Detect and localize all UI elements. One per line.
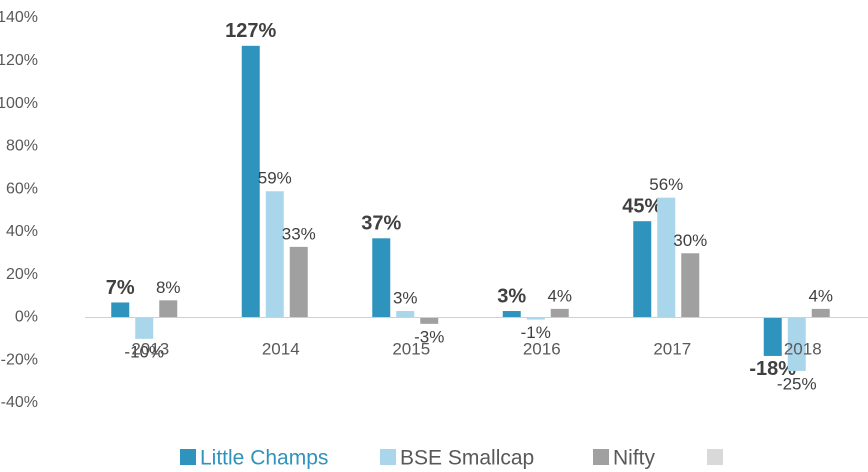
legend-swatch: [707, 449, 723, 465]
y-tick-label: 40%: [6, 223, 38, 240]
data-label: 7%: [106, 277, 135, 299]
y-tick-label: 120%: [0, 52, 38, 69]
legend-swatch: [593, 449, 609, 465]
data-label: 3%: [497, 285, 526, 307]
bar: [526, 317, 545, 320]
x-tick-label: 2017: [653, 339, 691, 358]
y-tick-label: -40%: [1, 394, 38, 411]
y-tick-label: 60%: [6, 180, 38, 197]
y-tick-label: 100%: [0, 95, 38, 112]
y-tick-label: 20%: [6, 266, 38, 283]
bar: [550, 308, 569, 318]
data-label: -1%: [521, 323, 551, 342]
data-label: 59%: [258, 169, 292, 188]
bar: [681, 253, 700, 318]
legend-swatch: [380, 449, 396, 465]
x-tick-label: 2016: [523, 339, 561, 358]
legend-label: BSE Smallcap: [400, 447, 534, 470]
legend-label: Nifty: [613, 447, 656, 470]
data-label: 127%: [225, 20, 276, 42]
data-label: 33%: [282, 224, 316, 243]
bar: [396, 311, 415, 318]
bar: [502, 311, 521, 318]
bar: [633, 221, 652, 318]
legend-swatch: [180, 449, 196, 465]
bar: [289, 246, 308, 318]
bar: [159, 300, 178, 318]
x-tick-label: 2014: [262, 339, 300, 358]
data-label: 4%: [808, 286, 833, 305]
data-label: 30%: [673, 231, 707, 250]
data-label: 45%: [622, 195, 662, 217]
x-tick-label: 2013: [131, 339, 169, 358]
x-tick-label: 2015: [392, 339, 430, 358]
bar: [241, 45, 260, 318]
bar: [111, 302, 130, 318]
data-label: 37%: [361, 213, 401, 235]
bar: [811, 308, 830, 318]
y-tick-label: 80%: [6, 138, 38, 155]
bar: [657, 197, 676, 318]
y-tick-label: 140%: [0, 9, 38, 26]
y-tick-label: -20%: [1, 351, 38, 368]
data-label: -3%: [414, 327, 444, 346]
bar: [763, 317, 782, 356]
bar: [265, 191, 284, 318]
data-label: -10%: [124, 342, 164, 361]
x-tick-label: 2018: [784, 339, 822, 358]
data-label: 4%: [547, 286, 572, 305]
data-label: 8%: [156, 278, 181, 297]
bar: [135, 317, 154, 339]
bar: [420, 317, 439, 324]
legend-label: Little Champs: [200, 447, 328, 470]
y-tick-label: 0%: [15, 309, 38, 326]
data-label: 3%: [393, 289, 418, 308]
data-label: -18%: [749, 358, 796, 380]
bar: [372, 238, 391, 318]
bar: [787, 317, 806, 371]
data-label: 56%: [649, 175, 683, 194]
data-label: -25%: [777, 374, 817, 393]
